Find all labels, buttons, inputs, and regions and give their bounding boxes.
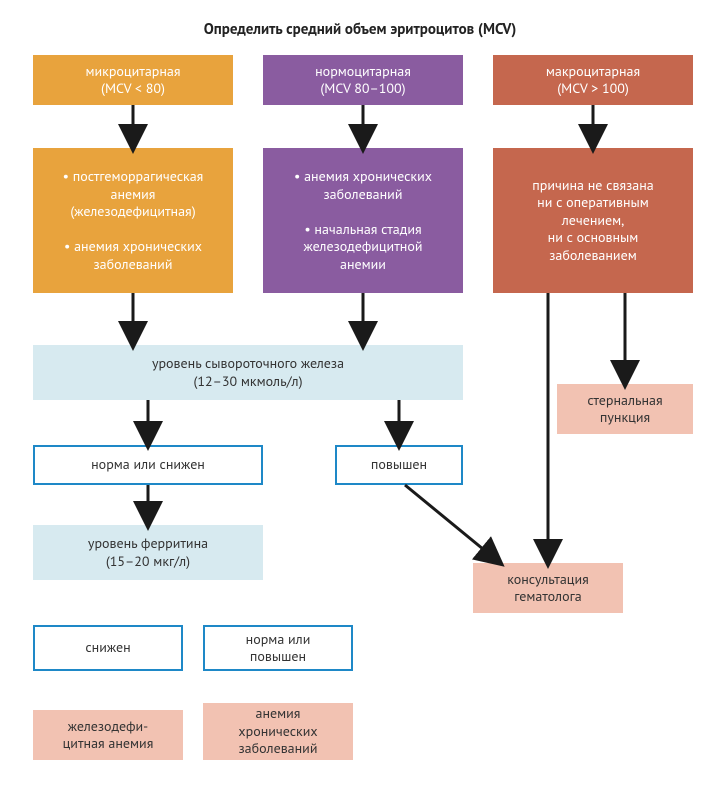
node-sternal: стернальная пункция bbox=[557, 384, 693, 434]
node-norm_low: норма или снижен bbox=[33, 445, 263, 485]
node-macro_body: причина не связана ни с оперативным лече… bbox=[493, 148, 693, 293]
node-hematol: консультация гематолога bbox=[473, 563, 623, 613]
node-serum_iron: уровень сывороточного железа (12–30 мкмо… bbox=[33, 345, 463, 400]
arrow bbox=[405, 485, 500, 563]
node-macro_hdr: макроцитарная (MCV > 100) bbox=[493, 55, 693, 105]
chart-title: Определить средний объем эритроцитов (MC… bbox=[0, 18, 720, 42]
node-decreased: снижен bbox=[33, 625, 183, 671]
node-norm_high: норма или повышен bbox=[203, 625, 353, 671]
node-micro_hdr: микроцитарная (MCV < 80) bbox=[33, 55, 233, 105]
node-ida: железодефи- цитная анемия bbox=[33, 710, 183, 760]
node-normo_body: • анемия хронических заболеваний • начал… bbox=[263, 148, 463, 293]
node-elevated: повышен bbox=[335, 445, 463, 485]
node-acd: анемия хронических заболеваний bbox=[203, 703, 353, 760]
node-normo_hdr: нормоцитарная (MCV 80–100) bbox=[263, 55, 463, 105]
node-micro_body: • постгеморрагическая анемия (железодефи… bbox=[33, 148, 233, 293]
node-ferritin: уровень ферритина (15–20 мкг/л) bbox=[33, 525, 263, 580]
